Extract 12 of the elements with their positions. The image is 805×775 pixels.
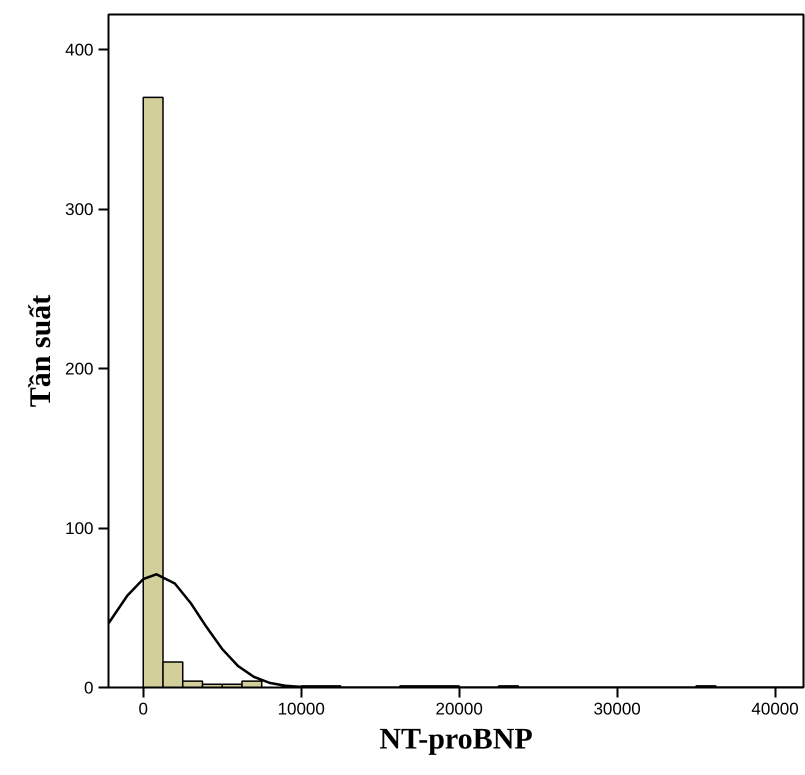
x-tick-label: 0 — [138, 700, 148, 718]
y-tick-label: 200 — [65, 360, 94, 379]
x-tick-label: 10000 — [278, 700, 325, 718]
y-axis-title: Tần suất — [24, 294, 58, 408]
x-axis-title: NT-proBNP — [379, 722, 533, 756]
y-tick-label: 100 — [65, 519, 94, 538]
y-tick-label: 300 — [65, 200, 94, 220]
x-tick-label: 40000 — [751, 700, 799, 718]
y-tick-label: 400 — [65, 40, 94, 60]
x-tick-label: 30000 — [593, 700, 641, 718]
y-tick-label: 0 — [84, 678, 94, 698]
x-tick-label: 20000 — [436, 700, 483, 718]
